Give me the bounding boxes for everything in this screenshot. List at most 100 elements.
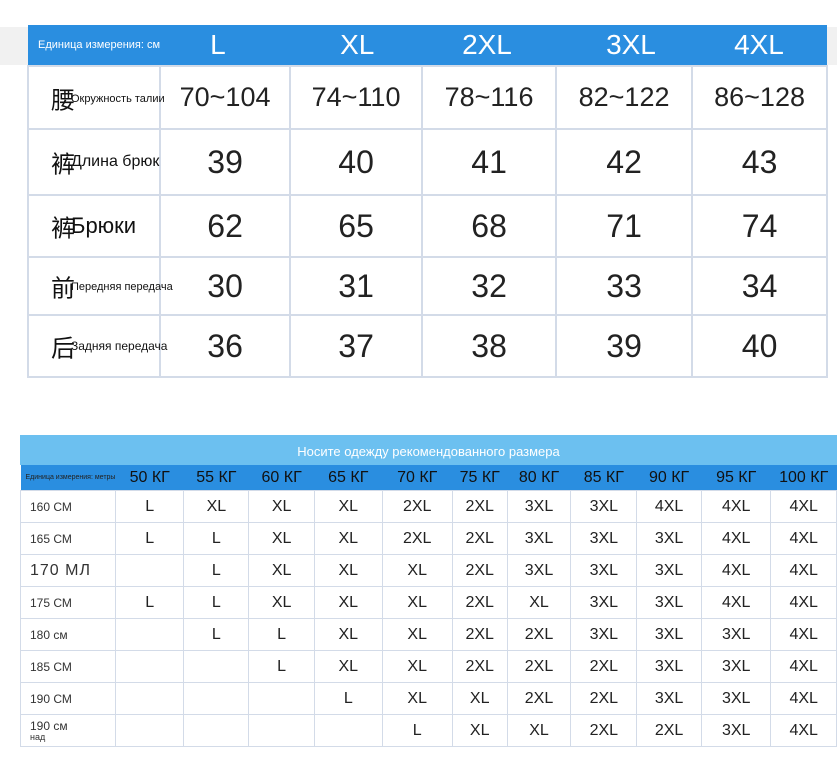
height-label-text: 160 СМ xyxy=(30,499,72,514)
size-value: 82~122 xyxy=(555,65,694,130)
height-label-text: 185 СМ xyxy=(30,659,72,674)
row-label-text: Брюки xyxy=(71,213,137,238)
weight-header: 50 КГ xyxy=(115,465,184,491)
corner-label: Единица измерения: метры xyxy=(20,465,116,491)
size-cell xyxy=(114,618,185,651)
size-row: 腰 Окружность талии 70~104 74~110 78~116 82~12… xyxy=(26,65,829,130)
size-cell: XL xyxy=(381,586,453,619)
size-header-4xl: 4XL xyxy=(692,25,828,66)
size-cell: L xyxy=(114,490,185,523)
row-label-glyph: 裤 xyxy=(51,214,75,243)
size-value: 32 xyxy=(421,256,558,316)
height-label-text: 180 см xyxy=(30,627,68,642)
size-cell: 3XL xyxy=(636,682,702,715)
size-cell xyxy=(183,650,250,683)
size-cell: 3XL xyxy=(700,650,772,683)
row-label: 裤 Длина брюк xyxy=(26,128,162,196)
size-cell: 3XL xyxy=(700,682,772,715)
size-cell: 4XL xyxy=(700,522,772,555)
size-cell xyxy=(114,650,185,683)
size-cell: 4XL xyxy=(770,682,837,715)
size-value: 74~110 xyxy=(289,65,424,130)
size-cell: XL xyxy=(451,714,508,747)
size-cell: L xyxy=(114,586,185,619)
size-cell: XL xyxy=(248,554,315,587)
size-cell: L xyxy=(183,586,250,619)
weight-header: 65 КГ xyxy=(314,465,383,491)
height-label: 170 МЛ xyxy=(20,554,116,587)
size-cell: 3XL xyxy=(570,618,638,651)
size-cell: XL xyxy=(313,522,383,555)
size-cell: 2XL xyxy=(570,714,638,747)
size-cell xyxy=(114,714,185,747)
size-cell: XL xyxy=(248,522,315,555)
height-row: 190 см над L XL XL 2XL 2XL 3XL 4XL xyxy=(20,714,837,747)
size-cell xyxy=(114,682,185,715)
size-cell: XL xyxy=(506,586,572,619)
size-value: 70~104 xyxy=(159,65,292,130)
size-cell: XL xyxy=(183,490,250,523)
size-cell: XL xyxy=(248,586,315,619)
size-cell: 4XL xyxy=(700,554,772,587)
row-label-text: Передняя передача xyxy=(71,281,173,293)
size-cell: 3XL xyxy=(636,554,702,587)
weight-header: 100 КГ xyxy=(770,465,837,491)
size-cell: L xyxy=(313,682,383,715)
recommendation-title: Носите одежду рекомендованного размера xyxy=(20,435,837,465)
weight-header: 55 КГ xyxy=(183,465,249,491)
size-cell: L xyxy=(248,650,315,683)
size-value: 31 xyxy=(289,256,424,316)
size-cell: 4XL xyxy=(770,490,837,523)
size-cell xyxy=(114,554,185,587)
height-label: 190 см над xyxy=(20,714,116,747)
size-cell: 2XL xyxy=(570,650,638,683)
weight-header: 85 КГ xyxy=(570,465,637,491)
height-label: 160 СМ xyxy=(20,490,116,523)
size-cell: 2XL xyxy=(506,650,572,683)
height-label: 185 СМ xyxy=(20,650,116,683)
height-row: 170 МЛ L XL XL XL 2XL 3XL 3XL 3XL 4XL 4XL xyxy=(20,554,837,587)
row-label-text: Окружность талии xyxy=(71,92,165,105)
size-cell: 3XL xyxy=(700,714,772,747)
weight-header-row: Единица измерения: метры 50 КГ 55 КГ 60 КГ… xyxy=(20,465,837,491)
size-value: 86~128 xyxy=(691,65,829,130)
size-cell: XL xyxy=(451,682,508,715)
size-cell: 3XL xyxy=(700,618,772,651)
size-value: 71 xyxy=(555,194,694,258)
size-table: Единица измерения: см L XL 2XL 3XL 4XL 腰… xyxy=(26,25,829,378)
weight-header: 90 КГ xyxy=(636,465,702,491)
size-row: 裤 Брюки 62 65 68 71 74 xyxy=(26,194,829,258)
size-cell: L xyxy=(381,714,453,747)
size-cell: XL xyxy=(381,554,453,587)
size-value: 68 xyxy=(421,194,558,258)
size-cell xyxy=(183,714,250,747)
size-cell: 4XL xyxy=(770,554,837,587)
size-cell: 3XL xyxy=(570,490,638,523)
row-label: 前 Передняя передача xyxy=(26,256,173,316)
size-cell xyxy=(248,682,315,715)
row-label: 后 Задняя передача xyxy=(26,314,167,378)
size-value: 36 xyxy=(159,314,292,378)
row-label: 腰 Окружность талии xyxy=(26,65,165,130)
size-cell xyxy=(183,682,250,715)
height-row: 165 СМ L L XL XL 2XL 2XL 3XL 3XL 3XL 4XL 4XL xyxy=(20,522,837,555)
size-cell: XL xyxy=(313,650,383,683)
size-value: 33 xyxy=(555,256,694,316)
height-label-text: 175 СМ xyxy=(30,595,72,610)
size-cell: 3XL xyxy=(506,490,572,523)
size-cell: XL xyxy=(313,490,383,523)
height-label: 190 СМ xyxy=(20,682,116,715)
size-value: 34 xyxy=(691,256,829,316)
size-cell: 2XL xyxy=(451,522,508,555)
height-label-sub: над xyxy=(30,732,46,742)
size-cell: 2XL xyxy=(636,714,702,747)
size-value: 41 xyxy=(421,128,558,196)
size-cell: 4XL xyxy=(770,522,837,555)
size-cell: 4XL xyxy=(700,586,772,619)
size-value: 62 xyxy=(159,194,292,258)
size-cell xyxy=(313,714,383,747)
size-cell: 4XL xyxy=(770,650,837,683)
size-value: 30 xyxy=(159,256,292,316)
size-cell xyxy=(248,714,315,747)
size-cell: 4XL xyxy=(636,490,702,523)
